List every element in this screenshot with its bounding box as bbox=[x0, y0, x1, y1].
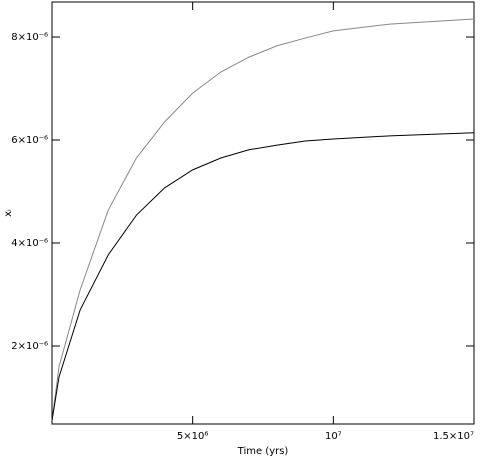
y-tick-label: 6×10⁻⁶ bbox=[11, 135, 48, 146]
y-axis-label: xᵢ bbox=[3, 209, 14, 217]
x-tick-label: 10⁷ bbox=[325, 431, 342, 442]
series-line bbox=[51, 132, 475, 421]
x-tick-label: 5×10⁶ bbox=[177, 431, 208, 442]
plot-frame bbox=[51, 1, 475, 425]
y-tick-label: 8×10⁻⁶ bbox=[11, 32, 48, 43]
x-tick-label: 1.5×10⁷ bbox=[433, 431, 474, 442]
x-axis-label: Time (yrs) bbox=[237, 446, 289, 457]
y-tick-label: 4×10⁻⁶ bbox=[11, 238, 48, 249]
y-tick-label: 2×10⁻⁶ bbox=[11, 341, 48, 352]
series-line bbox=[51, 18, 475, 421]
